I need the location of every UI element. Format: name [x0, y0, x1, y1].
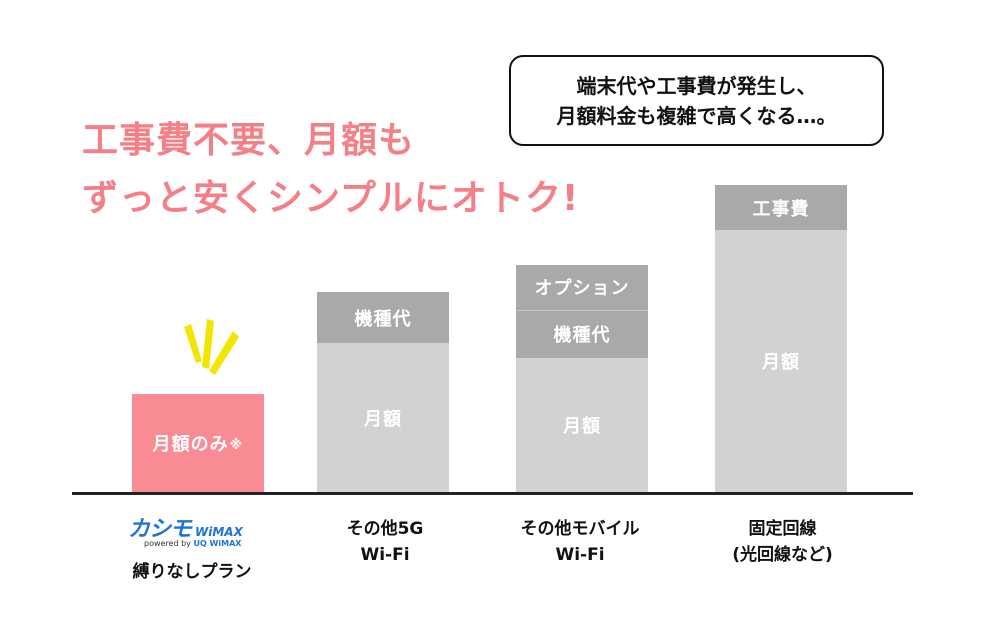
speech-callout: 端末代や工事費が発生し、 月額料金も複雑で高くなる…。 [509, 55, 884, 146]
headline-line-2: ずっと安くシンプルにオトク! [82, 178, 580, 219]
category-label-fixed-line: 固定回線 (光回線など) [705, 516, 860, 568]
headline-line-1: 工事費不要、月額も [82, 120, 416, 161]
chart-baseline [72, 492, 913, 495]
logo-kana: カシモ [128, 517, 192, 542]
headline: 工事費不要、月額も ずっと安くシンプルにオトク! [82, 112, 579, 228]
callout-line-1: 端末代や工事費が発生し、 [576, 73, 817, 98]
bar-fixed-line-segment-2: 月額 [715, 230, 847, 492]
bar-5g-wifi-segment-1-label: 機種代 [354, 308, 412, 330]
bar-5g-wifi-segment-2: 月額 [317, 343, 449, 492]
category-label-kashimo: 縛りなしプラン [118, 559, 266, 585]
bar-mobile-wifi-segment-1-label: オプション [534, 278, 630, 300]
bar-mobile-wifi-segment-3-label: 月額 [563, 415, 601, 437]
bar-kashimo-segment-1: 月額のみ ※ [132, 394, 264, 492]
kashimo-wimax-logo: カシモ WiMAX powered by UQ WiMAX [118, 511, 266, 551]
bar-kashimo: 月額のみ ※ [132, 394, 264, 492]
bar-mobile-wifi-segment-2-label: 機種代 [553, 325, 611, 347]
bar-5g-wifi: 機種代 月額 [317, 292, 449, 492]
category-label-mobile-wifi-line-1: その他モバイル [520, 519, 640, 539]
bar-5g-wifi-segment-1: 機種代 [317, 292, 449, 343]
category-label-5g-wifi-line-1: その他5G [346, 519, 424, 539]
bar-mobile-wifi-segment-3: 月額 [516, 357, 648, 492]
category-label-mobile-wifi: その他モバイル Wi-Fi [495, 516, 665, 568]
bar-fixed-line-segment-1: 工事費 [715, 185, 847, 230]
category-label-fixed-line-line-1: 固定回線 [748, 519, 817, 539]
logo-uq-wimax: UQ WiMAX [193, 539, 242, 548]
bar-mobile-wifi: オプション機種代月額 [516, 265, 648, 492]
burst-stroke-2 [202, 319, 214, 369]
category-label-fixed-line-line-2: (光回線など) [732, 545, 833, 565]
bar-kashimo-segment-1-label: 月額のみ [152, 434, 229, 455]
bar-mobile-wifi-segment-1: オプション [516, 265, 648, 310]
bar-fixed-line-segment-2-label: 月額 [762, 352, 800, 373]
logo-brand: WiMAX [195, 525, 243, 539]
bar-5g-wifi-segment-2-label: 月額 [364, 408, 402, 430]
burst-stroke-1 [184, 324, 202, 363]
logo-powered-by: powered by [144, 539, 191, 548]
bar-kashimo-segment-1-note: ※ [229, 437, 244, 453]
burst-stroke-3 [209, 331, 239, 375]
bar-fixed-line: 工事費 月額 [715, 185, 847, 492]
bar-mobile-wifi-segment-2: 機種代 [516, 309, 648, 358]
category-label-mobile-wifi-line-2: Wi-Fi [555, 545, 605, 565]
emphasis-burst-icon [184, 319, 239, 375]
bar-fixed-line-segment-1-label: 工事費 [752, 198, 810, 220]
category-label-kashimo-line-1: 縛りなしプラン [132, 562, 252, 582]
category-label-5g-wifi: その他5G Wi-Fi [310, 516, 460, 568]
category-label-5g-wifi-line-2: Wi-Fi [360, 545, 410, 565]
callout-line-2: 月額料金も複雑で高くなる…。 [556, 103, 837, 128]
